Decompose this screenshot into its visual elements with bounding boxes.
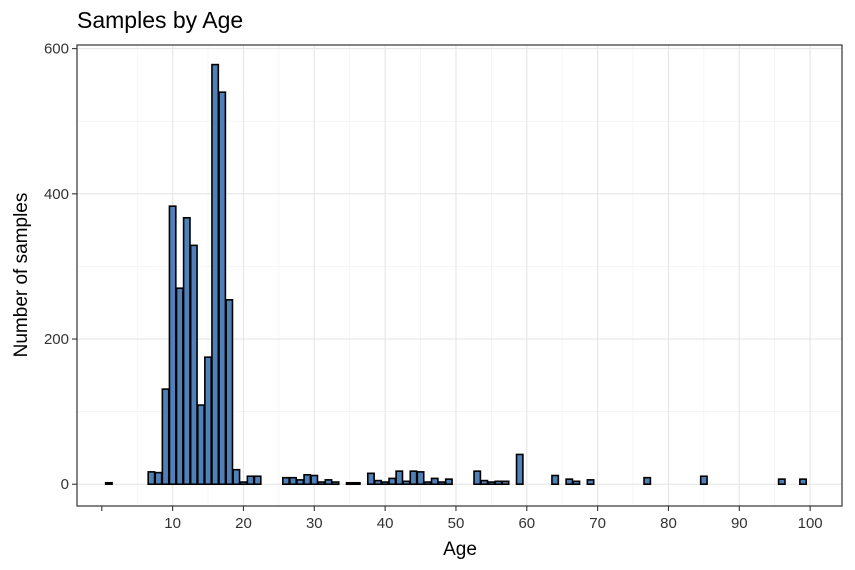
bar-age-12 bbox=[182, 216, 191, 486]
bar-age-67 bbox=[572, 480, 581, 486]
bar-age-15 bbox=[204, 356, 213, 486]
plot-panel bbox=[76, 44, 843, 507]
bar-age-53 bbox=[473, 470, 482, 486]
bar-age-57 bbox=[501, 480, 510, 486]
bar-age-21 bbox=[246, 475, 255, 486]
bar-age-66 bbox=[565, 478, 574, 486]
x-tick-label: 90 bbox=[731, 515, 748, 532]
y-tick-label: 600 bbox=[44, 41, 69, 58]
bar-age-56 bbox=[494, 480, 503, 486]
bar-age-10 bbox=[168, 205, 177, 486]
bar-age-35 bbox=[345, 481, 354, 486]
bar-age-18 bbox=[225, 299, 234, 486]
x-tick-label: 60 bbox=[518, 515, 535, 532]
x-tick-label: 80 bbox=[660, 515, 677, 532]
bar-age-40 bbox=[381, 481, 390, 486]
bar-age-1 bbox=[104, 481, 113, 486]
bar-age-49 bbox=[444, 478, 453, 486]
y-tick-label: 200 bbox=[44, 331, 69, 348]
bar-age-19 bbox=[232, 468, 241, 486]
x-tick-label: 100 bbox=[798, 515, 823, 532]
x-axis: 10 20 30 40 50 60 70 80 90 100 bbox=[101, 506, 823, 532]
bar-age-85 bbox=[699, 475, 708, 486]
bar-age-16 bbox=[211, 63, 220, 486]
y-tick-label: 0 bbox=[61, 476, 69, 493]
bar-age-54 bbox=[480, 479, 489, 486]
bar-age-13 bbox=[189, 244, 198, 486]
x-tick-label: 70 bbox=[589, 515, 606, 532]
bar-age-32 bbox=[324, 479, 333, 486]
x-tick-label: 40 bbox=[377, 515, 394, 532]
bar-age-77 bbox=[643, 476, 652, 486]
bars bbox=[104, 63, 808, 486]
bar-age-46 bbox=[423, 481, 432, 486]
bar-age-55 bbox=[487, 481, 496, 486]
bar-age-20 bbox=[239, 481, 248, 486]
bar-age-47 bbox=[430, 477, 439, 486]
bar-age-22 bbox=[253, 475, 262, 486]
x-tick-label: 20 bbox=[235, 515, 252, 532]
bar-age-64 bbox=[551, 474, 560, 486]
bar-age-45 bbox=[416, 471, 425, 486]
bar-age-14 bbox=[196, 404, 205, 486]
bar-age-39 bbox=[374, 479, 383, 486]
x-axis-title: Age bbox=[443, 539, 477, 560]
bar-age-31 bbox=[317, 481, 326, 486]
bar-age-30 bbox=[310, 474, 319, 486]
bar-age-33 bbox=[331, 481, 340, 486]
x-tick-label: 50 bbox=[448, 515, 465, 532]
bar-age-26 bbox=[281, 476, 290, 486]
bar-age-69 bbox=[586, 479, 595, 486]
y-axis-title: Number of samples bbox=[11, 193, 32, 358]
bar-age-8 bbox=[154, 471, 163, 486]
bar-age-11 bbox=[175, 287, 184, 486]
bar-age-41 bbox=[388, 477, 397, 486]
bar-age-59 bbox=[515, 453, 524, 486]
x-tick-label: 10 bbox=[164, 515, 181, 532]
bar-age-38 bbox=[366, 472, 375, 486]
bar-age-17 bbox=[218, 91, 227, 486]
bar-age-44 bbox=[409, 470, 418, 486]
x-tick-label: 30 bbox=[306, 515, 323, 532]
bar-age-99 bbox=[799, 478, 808, 486]
bar-age-48 bbox=[437, 481, 446, 486]
bar-age-43 bbox=[402, 480, 411, 486]
bar-age-9 bbox=[161, 388, 170, 486]
bar-age-42 bbox=[395, 470, 404, 486]
bar-age-28 bbox=[296, 479, 305, 486]
bar-age-29 bbox=[303, 473, 312, 486]
bar-age-36 bbox=[352, 481, 361, 486]
y-tick-label: 400 bbox=[44, 186, 69, 203]
bar-age-96 bbox=[777, 478, 786, 486]
bar-age-27 bbox=[289, 476, 298, 486]
y-axis: 0 200 400 600 bbox=[44, 41, 77, 493]
bar-age-7 bbox=[147, 471, 156, 486]
chart-title: Samples by Age bbox=[77, 7, 243, 33]
